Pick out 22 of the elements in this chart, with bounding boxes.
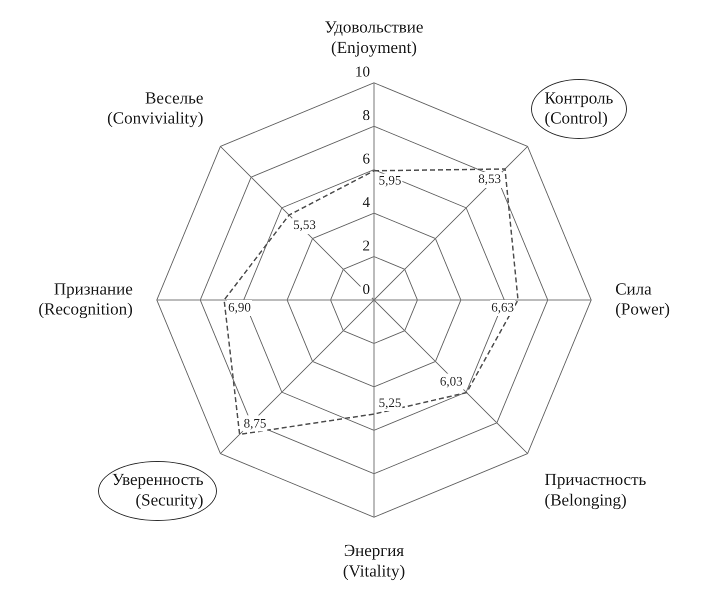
spoke-label: Энергия (Vitality): [342, 540, 406, 580]
spoke-label: Признание (Recognition): [38, 279, 133, 319]
data-label: 5,53: [293, 216, 316, 232]
data-label: 5,95: [378, 172, 402, 188]
spoke-label: Контроль (Control): [544, 88, 614, 128]
y-tick-label: 6: [362, 152, 370, 168]
data-label: 8,53: [478, 170, 502, 186]
data-label: 6,03: [440, 374, 463, 389]
spoke-label: Сила (Power): [615, 279, 670, 319]
data-label: 8,75: [244, 415, 266, 430]
spoke-label: Веселье (Conviviality): [107, 88, 204, 128]
spoke-label: Причастность (Belonging): [544, 470, 646, 510]
data-label: 5,25: [378, 394, 402, 410]
data-label: 6,90: [228, 299, 251, 314]
y-tick-label: 10: [355, 64, 370, 81]
y-tick-label: 8: [362, 108, 370, 124]
spoke-label: Удовольствие (Enjoyment): [324, 18, 424, 58]
y-tick-label: 0: [362, 282, 370, 298]
spoke-label: Уверенность (Security): [112, 470, 204, 510]
data-label: 6,63: [491, 299, 514, 314]
y-tick-label: 4: [362, 195, 370, 212]
y-tick-label: 2: [362, 238, 370, 254]
